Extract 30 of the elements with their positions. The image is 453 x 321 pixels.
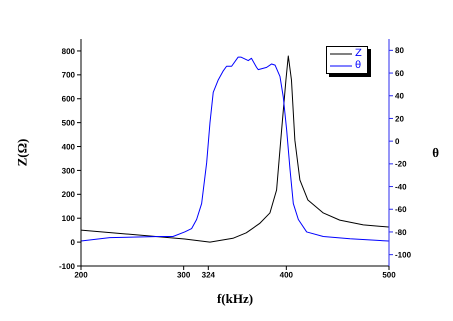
y2-tick-label: 40 [395,92,404,101]
y2-tick-label: 60 [395,68,404,78]
y2-tick-label: -40 [395,182,408,192]
y-tick-label: 0 [70,238,76,247]
x-tick-label: 400 [280,270,294,280]
y-axis-title: Z(Ω) [14,138,30,166]
x-tick-label: 324 [202,270,216,280]
y-tick-label: -100 [58,262,76,271]
y2-tick-label: -80 [395,228,408,237]
y2-tick-label: 80 [395,46,404,56]
y-tick-label: 200 [62,190,76,200]
y-tick-label: 100 [62,214,76,224]
y2-tick-label: 0 [395,136,400,146]
x-tick-label: 500 [382,270,396,280]
y-tick-label: 500 [62,118,76,128]
y-tick-label: 600 [62,94,76,104]
y2-axis-title: θ [432,145,440,160]
y-tick-label: 700 [62,70,76,80]
y2-tick-label: -60 [395,205,408,214]
y2-tick-label: -100 [395,250,412,260]
y-tick-label: 400 [62,142,76,152]
y2-tick-label: -20 [395,160,408,169]
legend-label: θ [355,60,362,72]
x-tick-label: 300 [176,270,191,280]
y2-tick-label: 20 [395,114,404,124]
legend-label: Z [355,48,362,60]
x-tick-label: 200 [74,270,88,280]
x-axis-title: f(kHz) [216,291,254,306]
y-tick-label: 300 [62,166,76,176]
y-tick-label: 800 [62,46,76,56]
